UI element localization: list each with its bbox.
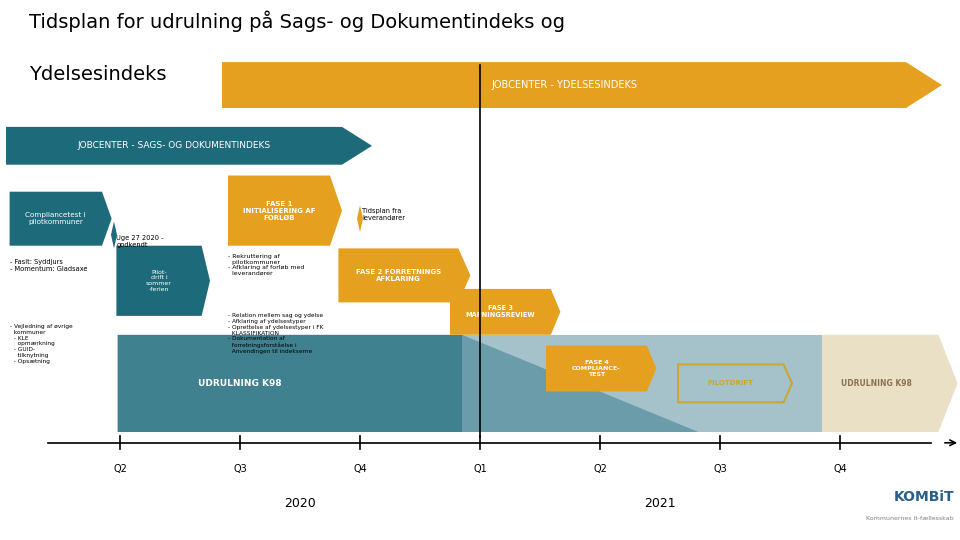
Text: Tidsplan for udrulning på Sags- og Dokumentindeks og: Tidsplan for udrulning på Sags- og Dokum… xyxy=(29,11,564,32)
Polygon shape xyxy=(6,127,372,165)
Text: KOMBiT: KOMBiT xyxy=(894,490,954,504)
Text: FASE 4
COMPLIANCE-
TEST: FASE 4 COMPLIANCE- TEST xyxy=(572,360,621,377)
Polygon shape xyxy=(338,248,470,302)
Text: Q4: Q4 xyxy=(353,464,367,475)
Text: 2021: 2021 xyxy=(644,497,676,510)
Text: JOBCENTER - SAGS- OG DOKUMENTINDEKS: JOBCENTER - SAGS- OG DOKUMENTINDEKS xyxy=(78,141,271,150)
Text: PILOTDRIFT: PILOTDRIFT xyxy=(708,380,754,387)
Text: Q4: Q4 xyxy=(833,464,847,475)
Text: Compliancetest i
pilotkommuner: Compliancetest i pilotkommuner xyxy=(26,212,86,225)
Polygon shape xyxy=(228,176,342,246)
Text: JOBCENTER - YDELSESINDEKS: JOBCENTER - YDELSESINDEKS xyxy=(491,80,637,90)
Text: Q2: Q2 xyxy=(593,464,607,475)
Polygon shape xyxy=(222,62,942,108)
Text: Uge 27 2020 -
godkendt: Uge 27 2020 - godkendt xyxy=(116,235,164,248)
Text: - Rekruttering af
  pilotkommuner
- Afklaring af forløb med
  leverandører: - Rekruttering af pilotkommuner - Afklar… xyxy=(228,254,304,276)
Text: - Fasit: Syddjurs
- Momentum: Gladsaxe: - Fasit: Syddjurs - Momentum: Gladsaxe xyxy=(10,259,87,272)
Polygon shape xyxy=(111,221,117,248)
Text: Kommunernes it-fællesskab: Kommunernes it-fællesskab xyxy=(866,516,954,521)
Text: - Vejledning af øvrige
  kommuner
  - KLE
    opmærkning
  - GUID-
    tilknytni: - Vejledning af øvrige kommuner - KLE op… xyxy=(10,324,72,364)
Text: Tidsplan fra
leverandører: Tidsplan fra leverandører xyxy=(362,208,405,221)
Text: Q3: Q3 xyxy=(713,464,727,475)
Polygon shape xyxy=(10,192,111,246)
Text: Ydelsesindeks: Ydelsesindeks xyxy=(29,65,166,84)
Text: FASE 1
INITIALISERING AF
FORLØB: FASE 1 INITIALISERING AF FORLØB xyxy=(243,200,315,221)
Text: Q1: Q1 xyxy=(473,464,487,475)
Text: FASE 3
MAPNINGSREVIEW: FASE 3 MAPNINGSREVIEW xyxy=(466,305,536,319)
Polygon shape xyxy=(357,205,363,232)
Text: FASE 2 FORRETNINGS
AFKLARING: FASE 2 FORRETNINGS AFKLARING xyxy=(356,269,441,282)
Polygon shape xyxy=(822,335,958,432)
Polygon shape xyxy=(117,335,699,432)
Polygon shape xyxy=(116,246,210,316)
Text: - Relation mellem sag og ydelse
- Afklaring af ydelsestyper
- Oprettelse af ydel: - Relation mellem sag og ydelse - Afklar… xyxy=(228,313,324,354)
Text: Pilot-
drift i
sommer
-ferien: Pilot- drift i sommer -ferien xyxy=(146,269,172,292)
Text: DRIFT K98: DRIFT K98 xyxy=(573,379,627,388)
Polygon shape xyxy=(450,289,561,335)
Text: Q3: Q3 xyxy=(233,464,247,475)
Text: UDRULNING K98: UDRULNING K98 xyxy=(841,379,911,388)
Text: UDRULNING K98: UDRULNING K98 xyxy=(198,379,282,388)
Polygon shape xyxy=(546,346,657,392)
Text: Q2: Q2 xyxy=(113,464,127,475)
Polygon shape xyxy=(462,335,822,432)
Text: 2020: 2020 xyxy=(284,497,316,510)
